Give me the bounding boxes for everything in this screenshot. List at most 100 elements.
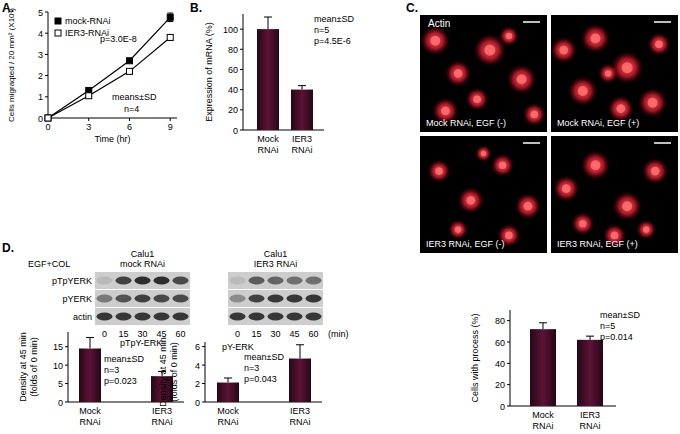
y-tick (240, 69, 243, 70)
panel-label: D. (2, 241, 14, 255)
label-line: RNAi (257, 145, 278, 155)
y-axis (68, 332, 69, 402)
y-tick-label: 40 (495, 359, 505, 369)
row-label: pTpYERK (52, 276, 92, 286)
y-tick-label: 15 (53, 342, 63, 352)
cell-core (651, 167, 660, 176)
band (116, 277, 132, 285)
band (268, 295, 284, 303)
band (173, 295, 189, 303)
image-label: IER3 RNAi, EGF (+) (557, 239, 638, 249)
y-axis-label: (folds of 0 min) (169, 342, 179, 402)
bar (79, 349, 101, 402)
band (135, 313, 151, 321)
y-tick-label: 0 (58, 398, 63, 408)
band (230, 277, 246, 285)
annotation: p=3.0E-8 (100, 34, 137, 44)
band (249, 313, 265, 321)
scale-bar (654, 21, 671, 23)
row-label: actin (73, 312, 92, 322)
image-background (551, 15, 678, 132)
y-tick (45, 54, 48, 55)
error-bar (298, 86, 306, 90)
cell-core (648, 98, 658, 108)
cell-core (655, 40, 663, 48)
label-line: Mock (79, 406, 101, 416)
y-tick (45, 75, 48, 76)
y-tick-label: 4 (38, 29, 43, 39)
cell (638, 88, 667, 117)
bar (257, 29, 279, 130)
cell-core (622, 201, 632, 211)
image-background (420, 136, 547, 253)
y-tick (45, 12, 48, 13)
cell (572, 213, 594, 235)
band (268, 313, 284, 321)
cell-core (530, 111, 538, 119)
marks (530, 323, 603, 406)
band (154, 277, 170, 285)
label-line: Mock (257, 134, 279, 144)
y-tick-label: 1 (38, 92, 43, 102)
band (135, 295, 151, 303)
cell-core (499, 161, 507, 169)
y-tick-label: 2 (195, 379, 200, 389)
cell-core (473, 95, 481, 103)
annotation: p=0.014 (600, 332, 633, 342)
bar (530, 329, 556, 406)
y-axis (243, 14, 244, 130)
cell-core (454, 69, 463, 78)
y-axis-label: Density at 45 min (18, 332, 28, 402)
annotation: p=0.023 (104, 376, 137, 386)
cell (581, 24, 610, 53)
cell-core (524, 202, 533, 211)
annotation: p=4.5E-6 (314, 36, 351, 46)
marks (217, 345, 311, 402)
time-label: 45 (156, 329, 166, 339)
micrograph: IER3 RNAi, EGF (+) (551, 136, 678, 253)
y-tick-label: 80 (495, 316, 505, 326)
time-label: 30 (137, 329, 147, 339)
band (116, 295, 132, 303)
label-line: RNAi (532, 421, 553, 431)
blot-strip (228, 272, 323, 289)
bar-shade (530, 329, 556, 406)
panel-label: C. (406, 1, 418, 15)
y-axis (48, 12, 49, 118)
time-label: 0 (102, 329, 107, 339)
y-tick-label: 80 (228, 45, 238, 55)
band (287, 295, 303, 303)
cell-core (605, 70, 612, 77)
y-tick (202, 365, 205, 366)
cell-core (435, 167, 443, 175)
annotation: means±SD (112, 92, 157, 102)
marker (86, 93, 92, 99)
y-tick-label: 20 (495, 380, 505, 390)
band (268, 277, 284, 285)
cell-core (643, 226, 650, 233)
cell-core (466, 196, 475, 205)
band (97, 295, 113, 303)
cell (449, 220, 468, 239)
group-label: mock RNAi (120, 259, 165, 269)
bar (217, 383, 239, 402)
marks (257, 17, 313, 130)
y-tick-label: 20 (228, 105, 238, 115)
bar-chart: 020406080Cells with process (%)MockRNAiI… (470, 310, 640, 431)
blot-strip (228, 290, 323, 307)
y-tick (240, 109, 243, 110)
group-label: IER3 RNAi (254, 259, 298, 269)
bar-chart: B.020406080100Expression of mRNA (%)Mock… (190, 1, 354, 155)
scale-bar (654, 142, 671, 144)
cell (515, 193, 541, 219)
y-tick (240, 29, 243, 30)
x-tick (88, 118, 89, 121)
chart-title: pY-ERK (222, 342, 254, 352)
band (97, 277, 113, 285)
y-tick (240, 130, 243, 131)
y-tick (507, 384, 510, 385)
western-blot: D.EGF+COLCalu1mock RNAi015304560Calu1IER… (2, 241, 349, 339)
blot-strip (95, 290, 190, 307)
cell (428, 160, 450, 182)
label-line: Mock (217, 406, 239, 416)
